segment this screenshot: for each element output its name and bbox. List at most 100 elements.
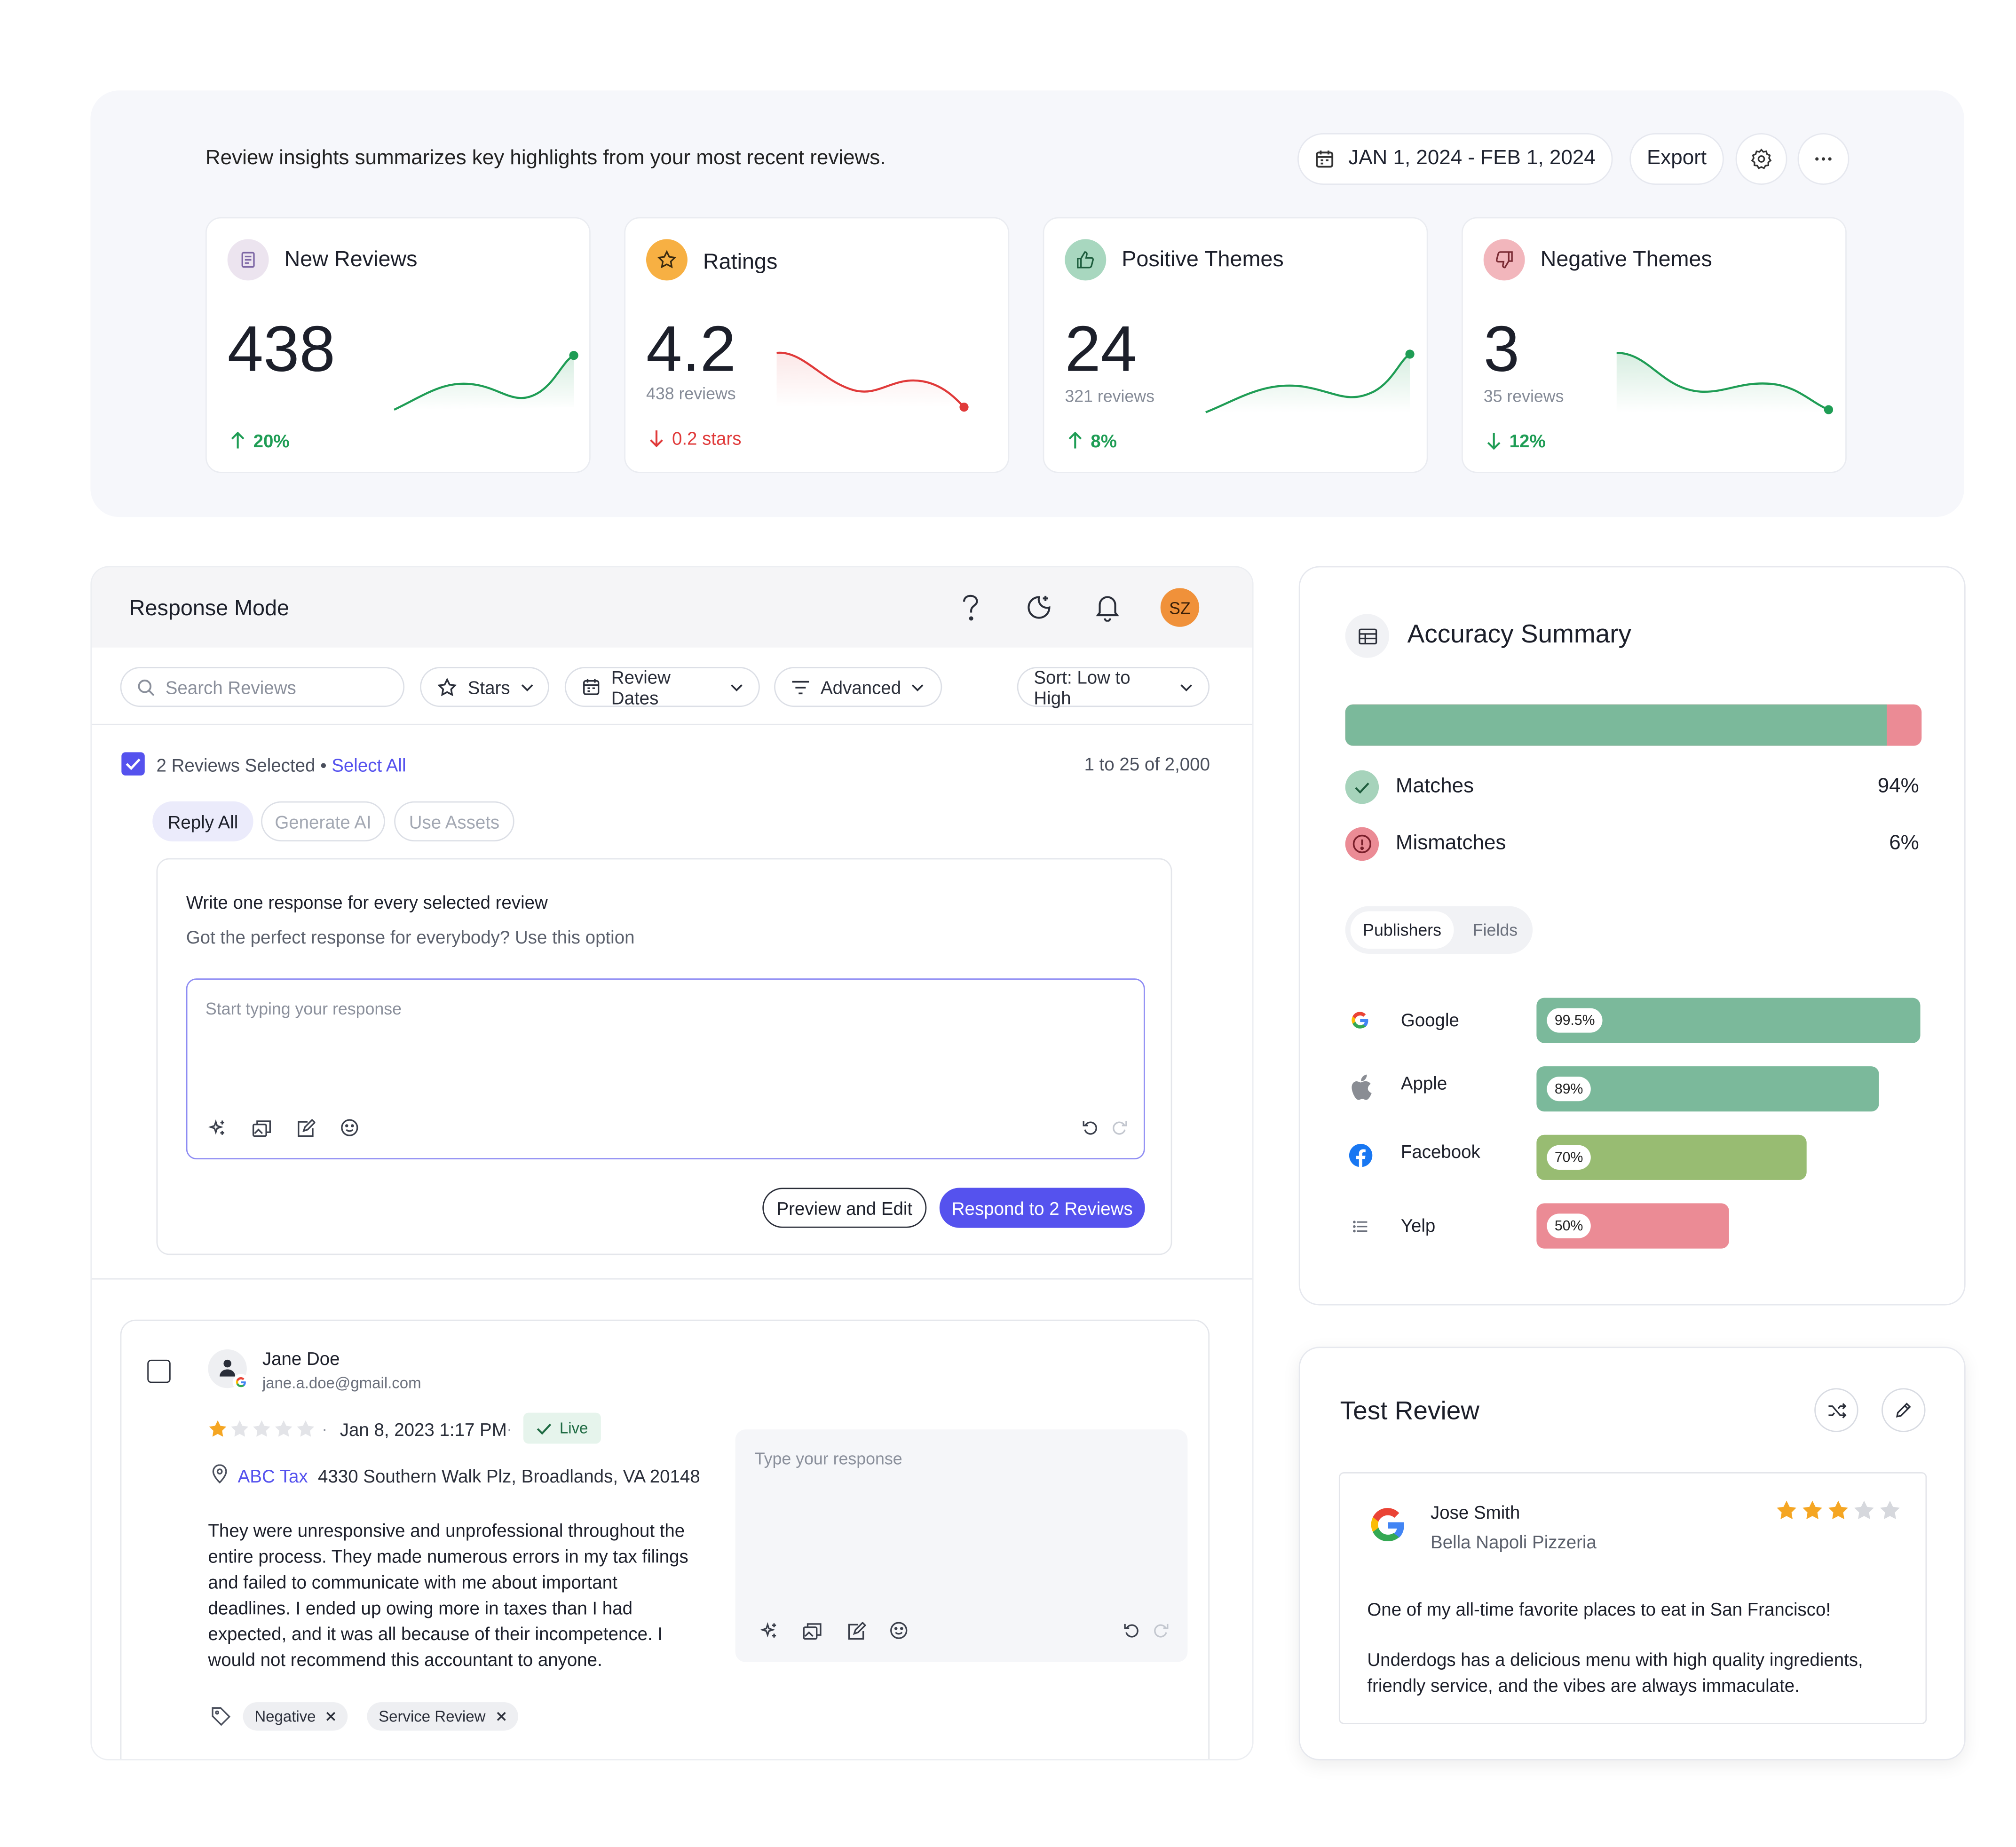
ai-sparkle-icon[interactable]: [760, 1622, 778, 1640]
star-empty-icon: [297, 1420, 315, 1437]
close-icon[interactable]: [326, 1711, 337, 1721]
panel-title: Test Review: [1340, 1397, 1479, 1426]
meta-separator: ·: [322, 1419, 328, 1439]
close-icon[interactable]: [496, 1711, 506, 1721]
positive-themes-card: Positive Themes 24 321 reviews 8%: [1043, 217, 1428, 473]
new-reviews-card: New Reviews 438 20%: [205, 217, 591, 473]
bulk-response-textarea[interactable]: Start typing your response: [186, 978, 1145, 1159]
image-gallery-icon[interactable]: [803, 1622, 822, 1640]
business-address: 4330 Southern Walk Plz, Broadlands, VA 2…: [318, 1466, 700, 1487]
compose-subheading: Got the perfect response for everybody? …: [186, 927, 635, 948]
shuffle-button[interactable]: [1814, 1388, 1858, 1432]
tab-generate-ai[interactable]: Generate AI: [261, 801, 385, 841]
accuracy-summary-panel: Accuracy Summary Matches 94% Mismatches …: [1298, 566, 1966, 1306]
select-all-link[interactable]: Select All: [332, 754, 406, 776]
percent-badge: 70%: [1547, 1145, 1591, 1170]
ratings-card: Ratings 4.2 438 reviews 0.2 stars: [624, 217, 1010, 473]
image-gallery-icon[interactable]: [252, 1119, 271, 1137]
date-range-picker[interactable]: JAN 1, 2024 - FEB 1, 2024: [1297, 133, 1613, 185]
star-filled-icon: [1828, 1500, 1848, 1520]
stars-filter[interactable]: Stars: [420, 666, 549, 707]
card-subtext: 321 reviews: [1065, 386, 1154, 406]
review-rating: [208, 1419, 315, 1438]
respond-to-reviews-button[interactable]: Respond to 2 Reviews: [939, 1188, 1145, 1228]
negative-themes-sparkline: [1616, 352, 1834, 414]
ratings-sparkline: [776, 351, 969, 412]
compose-heading: Write one response for every selected re…: [186, 892, 548, 913]
separator-bullet: •: [320, 754, 327, 776]
chevron-down-icon: [521, 683, 533, 691]
review-text: They were unresponsive and unprofessiona…: [208, 1520, 688, 1670]
redo-icon[interactable]: [1111, 1119, 1128, 1136]
status-badge: Live: [523, 1412, 601, 1444]
export-button[interactable]: Export: [1629, 133, 1724, 185]
bulk-compose-card: Write one response for every selected re…: [156, 858, 1172, 1255]
card-delta: 0.2 stars: [648, 428, 742, 449]
toggle-fields[interactable]: Fields: [1472, 920, 1518, 940]
review-response-textarea[interactable]: Type your response: [735, 1429, 1188, 1662]
star-outline-icon: [437, 677, 458, 698]
publisher-name: Google: [1400, 1009, 1459, 1031]
test-review-rating: [1776, 1499, 1901, 1522]
tag-chip: Service Review: [367, 1702, 518, 1731]
thumbs-down-icon: [1483, 239, 1525, 281]
review-dates-filter[interactable]: Review Dates: [564, 666, 760, 708]
select-checkbox[interactable]: [121, 752, 145, 776]
edit-note-icon[interactable]: [296, 1119, 316, 1137]
undo-icon[interactable]: [1082, 1119, 1099, 1136]
advanced-filter[interactable]: Advanced: [774, 666, 942, 707]
edit-note-icon[interactable]: [846, 1622, 866, 1640]
table-icon: [1345, 614, 1390, 658]
location-pin-icon: [212, 1464, 228, 1484]
settings-button[interactable]: [1735, 133, 1787, 185]
review-checkbox[interactable]: [147, 1359, 171, 1383]
preview-and-edit-button[interactable]: Preview and Edit: [762, 1188, 927, 1228]
toggle-publishers[interactable]: Publishers: [1350, 911, 1454, 949]
emoji-icon[interactable]: [889, 1621, 909, 1640]
review-line-2: Underdogs has a delicious menu with high…: [1367, 1649, 1863, 1696]
avatar[interactable]: SZ: [1160, 588, 1200, 627]
ai-sparkle-icon[interactable]: [208, 1119, 226, 1137]
google-icon: [1368, 1506, 1407, 1544]
check-circle-icon: [1345, 770, 1379, 804]
textarea-placeholder: Type your response: [754, 1449, 902, 1468]
card-value: 438: [227, 313, 335, 385]
matches-fill: [1345, 704, 1887, 746]
card-delta: 20%: [230, 430, 290, 451]
publisher-bar-yelp: 50%: [1536, 1203, 1729, 1249]
mismatches-label: Mismatches: [1395, 832, 1506, 855]
redo-icon[interactable]: [1153, 1622, 1170, 1639]
chevron-down-icon: [911, 683, 924, 691]
reviewer-name: Jane Doe: [262, 1348, 340, 1369]
calendar-icon: [1315, 149, 1336, 169]
tab-use-assets[interactable]: Use Assets: [394, 801, 514, 841]
tab-reply-all[interactable]: Reply All: [152, 801, 253, 841]
chevron-down-icon: [730, 683, 743, 691]
sort-dropdown[interactable]: Sort: Low to High: [1017, 666, 1210, 708]
dark-mode-icon[interactable]: [1025, 593, 1053, 621]
search-input[interactable]: Search Reviews: [120, 666, 405, 707]
edit-button[interactable]: [1882, 1388, 1926, 1432]
arrow-up-icon: [1067, 431, 1083, 450]
undo-icon[interactable]: [1123, 1622, 1140, 1639]
bell-icon[interactable]: [1095, 593, 1121, 622]
business-link[interactable]: ABC Tax: [237, 1466, 308, 1487]
star-empty-icon: [275, 1420, 293, 1437]
star-empty-icon: [1880, 1500, 1900, 1520]
apple-icon: [1349, 1074, 1375, 1102]
pagination-info: 1 to 25 of 2,000: [1084, 753, 1210, 775]
publisher-name: Apple: [1400, 1072, 1447, 1094]
card-delta: 8%: [1067, 430, 1117, 451]
help-icon[interactable]: [960, 593, 981, 621]
review-date: Jan 8, 2023 1:17 PM: [340, 1419, 507, 1440]
card-title: New Reviews: [284, 246, 418, 272]
card-delta: 12%: [1486, 430, 1546, 451]
percent-badge: 99.5%: [1547, 1008, 1603, 1033]
more-options-button[interactable]: [1797, 133, 1850, 185]
emoji-icon[interactable]: [340, 1118, 359, 1137]
percent-badge: 50%: [1547, 1213, 1591, 1238]
document-icon: [227, 239, 269, 281]
publisher-name: Yelp: [1400, 1215, 1436, 1236]
star-icon: [646, 239, 688, 281]
selected-count: 2 Reviews Selected: [156, 754, 316, 776]
